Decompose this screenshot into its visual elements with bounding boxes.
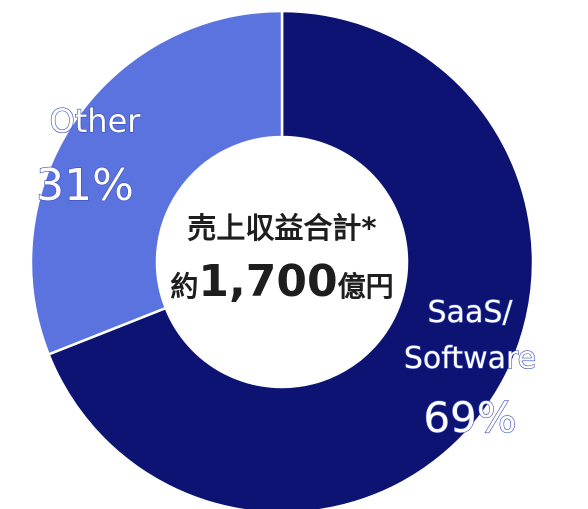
- slices: [29, 9, 535, 509]
- slice-value: 69%: [423, 393, 516, 442]
- label-line: SaaS/: [428, 295, 514, 330]
- center-value-part: 約: [170, 270, 198, 303]
- center-value-part: 1,700: [198, 256, 337, 307]
- slice-name: SaaS/Software: [404, 295, 536, 376]
- slice: [47, 9, 535, 509]
- center-title: 売上収益合計*: [187, 211, 376, 245]
- slice-name: Other: [50, 102, 142, 140]
- slice-value: 31%: [36, 160, 134, 211]
- center-value: 約1,700億円: [170, 256, 393, 307]
- center-value-part: 億円: [338, 270, 394, 303]
- slice: [29, 9, 284, 357]
- label-line: Software: [404, 341, 536, 376]
